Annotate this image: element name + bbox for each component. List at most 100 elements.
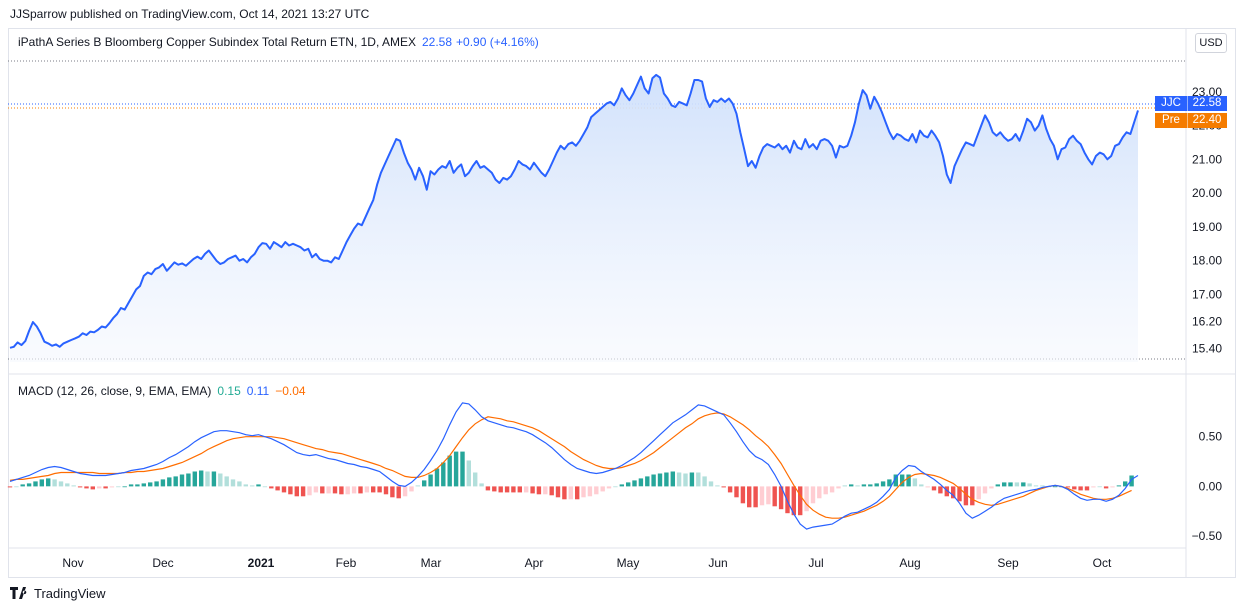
macd-histogram-bar <box>791 486 796 516</box>
macd-histogram-bar <box>931 486 937 491</box>
macd-histogram-bar <box>893 474 898 487</box>
macd-histogram-bar <box>900 474 905 487</box>
tradingview-logo-icon <box>10 587 30 602</box>
macd-histogram-bar <box>753 486 758 508</box>
macd-histogram-bar <box>562 486 567 500</box>
macd-histogram-bar <box>766 486 771 505</box>
macd-histogram-bar <box>1008 482 1013 487</box>
macd-histogram-bar <box>281 486 287 493</box>
macd-histogram-bar <box>804 486 809 512</box>
macd-histogram-bar <box>1097 486 1102 488</box>
macd-histogram-bar <box>715 485 720 487</box>
macd-histogram-bar <box>109 486 115 488</box>
price-axis-tick: 15.40 <box>1192 341 1222 355</box>
macd-histogram-bar <box>237 481 242 487</box>
macd-histogram-bar <box>402 486 408 497</box>
macd-histogram-bar <box>167 477 172 487</box>
macd-histogram-bar <box>415 485 420 487</box>
macd-histogram-bar <box>90 486 95 490</box>
macd-histogram-bar <box>740 486 746 504</box>
macd-histogram-bar <box>810 486 816 504</box>
macd-histogram-bar <box>294 486 299 497</box>
time-axis-tick: Sep <box>997 556 1019 570</box>
macd-histogram-bar <box>1033 485 1039 487</box>
macd-histogram-bar <box>377 486 382 493</box>
macd-histogram-bar <box>262 486 268 488</box>
macd-histogram-bar <box>734 486 739 498</box>
last-price-value: 22.58 <box>1187 96 1226 111</box>
currency-button[interactable]: USD <box>1195 33 1227 53</box>
macd-histogram-bar <box>536 486 542 495</box>
main-legend[interactable]: iPathA Series B Bloomberg Copper Subinde… <box>18 35 539 49</box>
macd-histogram-bar <box>829 486 835 493</box>
macd-histogram-bar <box>912 478 918 487</box>
macd-signal-line[interactable] <box>9 412 1132 519</box>
macd-histogram-bar <box>549 486 554 496</box>
macd-histogram-bar <box>179 474 185 487</box>
macd-histogram-bar <box>20 484 25 487</box>
macd-histogram-bar <box>708 481 714 487</box>
macd-histogram-bar <box>26 483 32 487</box>
last-price-ticker: JJC <box>1161 97 1181 109</box>
price-axis-tick: 20.00 <box>1192 186 1222 200</box>
macd-histogram-bar <box>759 486 765 506</box>
macd-histogram-bar <box>332 486 338 494</box>
pre-price-tag: Pre 22.40 <box>1155 113 1227 128</box>
macd-legend[interactable]: MACD (12, 26, close, 9, EMA, EMA) 0.15 0.1… <box>18 384 306 398</box>
macd-signal-value: −0.04 <box>275 384 306 398</box>
macd-histogram-bar <box>925 486 930 488</box>
macd-histogram-bar <box>836 486 841 489</box>
macd-histogram-bar <box>919 484 924 487</box>
time-axis-tick: May <box>617 556 640 570</box>
macd-histogram-bar <box>1027 483 1032 487</box>
macd-histogram-bar <box>371 486 376 493</box>
macd-histogram-bar <box>122 486 127 488</box>
macd-histogram-bar <box>498 486 503 493</box>
time-axis-tick: Jul <box>808 556 823 570</box>
macd-histogram-bar <box>7 486 13 488</box>
macd-histogram-bar <box>606 486 612 489</box>
macd-histogram-bar <box>530 486 535 494</box>
macd-axis-tick: 0.50 <box>1199 430 1223 444</box>
price-area-fill <box>10 74 1138 363</box>
macd-histogram-bar <box>396 486 401 499</box>
price-line[interactable] <box>9 73 1139 349</box>
macd-histogram-bar <box>676 472 682 487</box>
macd-histogram-bar <box>288 486 293 495</box>
macd-histogram-bar <box>33 481 38 487</box>
macd-histogram-bar <box>1078 486 1083 491</box>
macd-histogram-bar <box>638 478 644 487</box>
macd-histogram-bar <box>97 486 102 489</box>
pre-price-ticker: Pre <box>1162 114 1180 126</box>
symbol-title: iPathA Series B Bloomberg Copper Subinde… <box>18 35 416 49</box>
macd-histogram-bar <box>103 486 108 489</box>
macd-histogram-bar <box>479 483 484 487</box>
macd-histogram-bar <box>555 486 561 498</box>
macd-histogram-bar <box>383 486 389 495</box>
macd-histogram-bar <box>632 480 637 487</box>
macd-histogram-bar <box>938 486 943 494</box>
macd-histogram-bar <box>275 486 280 491</box>
macd-histogram-bar <box>670 471 675 487</box>
macd-histogram-bar <box>823 486 828 495</box>
macd-line[interactable] <box>9 402 1139 530</box>
macd-histogram-bar <box>842 485 847 487</box>
macd-histogram-bar <box>613 486 618 488</box>
macd-histogram-bar <box>307 486 312 496</box>
macd-histogram-bar <box>568 486 573 500</box>
macd-histogram-bar <box>173 476 178 487</box>
macd-histogram-bar <box>71 485 76 487</box>
macd-histogram-bar <box>594 486 599 495</box>
macd-histogram-bar <box>339 486 344 495</box>
macd-histogram-bar <box>199 470 204 487</box>
macd-histogram-bar <box>39 479 44 487</box>
macd-histogram-bar <box>1091 486 1096 488</box>
macd-histogram-bar <box>313 486 319 493</box>
macd-histogram-bar <box>473 472 478 487</box>
macd-histogram-bar <box>77 486 83 488</box>
price-change: +0.90 (+4.16%) <box>456 35 539 49</box>
macd-histogram-bar <box>944 486 949 497</box>
macd-histogram-bar <box>861 484 867 487</box>
footer-brand[interactable]: TradingView <box>10 586 106 602</box>
